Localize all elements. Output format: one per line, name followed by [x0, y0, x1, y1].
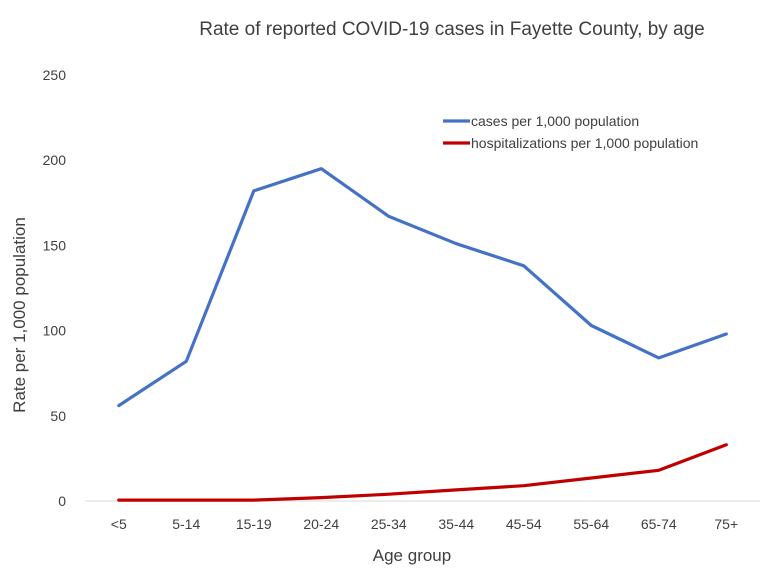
y-axis-label: Rate per 1,000 population [10, 217, 29, 413]
y-tick-label: 0 [58, 493, 66, 509]
x-axis-label: Age group [373, 546, 451, 565]
y-axis-ticks: 0 50 100 150 200 250 [43, 67, 67, 509]
x-tick-label: 25-34 [371, 516, 407, 532]
y-tick-label: 150 [43, 237, 67, 253]
y-tick-label: 250 [43, 67, 67, 83]
x-tick-label: 15-19 [236, 516, 272, 532]
chart-title: Rate of reported COVID-19 cases in Fayet… [199, 19, 705, 40]
series-line-1 [119, 445, 727, 500]
x-tick-label: 45-54 [506, 516, 542, 532]
legend: cases per 1,000 population hospitalizatio… [443, 113, 698, 151]
legend-label: hospitalizations per 1,000 population [471, 135, 698, 151]
legend-label: cases per 1,000 population [471, 113, 639, 129]
x-tick-label: <5 [111, 516, 127, 532]
x-tick-label: 20-24 [303, 516, 339, 532]
x-tick-label: 75+ [714, 516, 738, 532]
x-tick-label: 65-74 [641, 516, 677, 532]
y-tick-label: 100 [43, 323, 67, 339]
x-tick-label: 35-44 [438, 516, 474, 532]
x-tick-label: 55-64 [573, 516, 609, 532]
x-tick-label: 5-14 [172, 516, 200, 532]
x-axis-ticks: <5 5-14 15-19 20-24 25-34 35-44 45-54 55-64 65-7… [111, 516, 738, 532]
series-lines [119, 169, 727, 501]
y-tick-label: 200 [43, 152, 67, 168]
y-tick-label: 50 [50, 408, 66, 424]
series-line-0 [119, 169, 727, 406]
